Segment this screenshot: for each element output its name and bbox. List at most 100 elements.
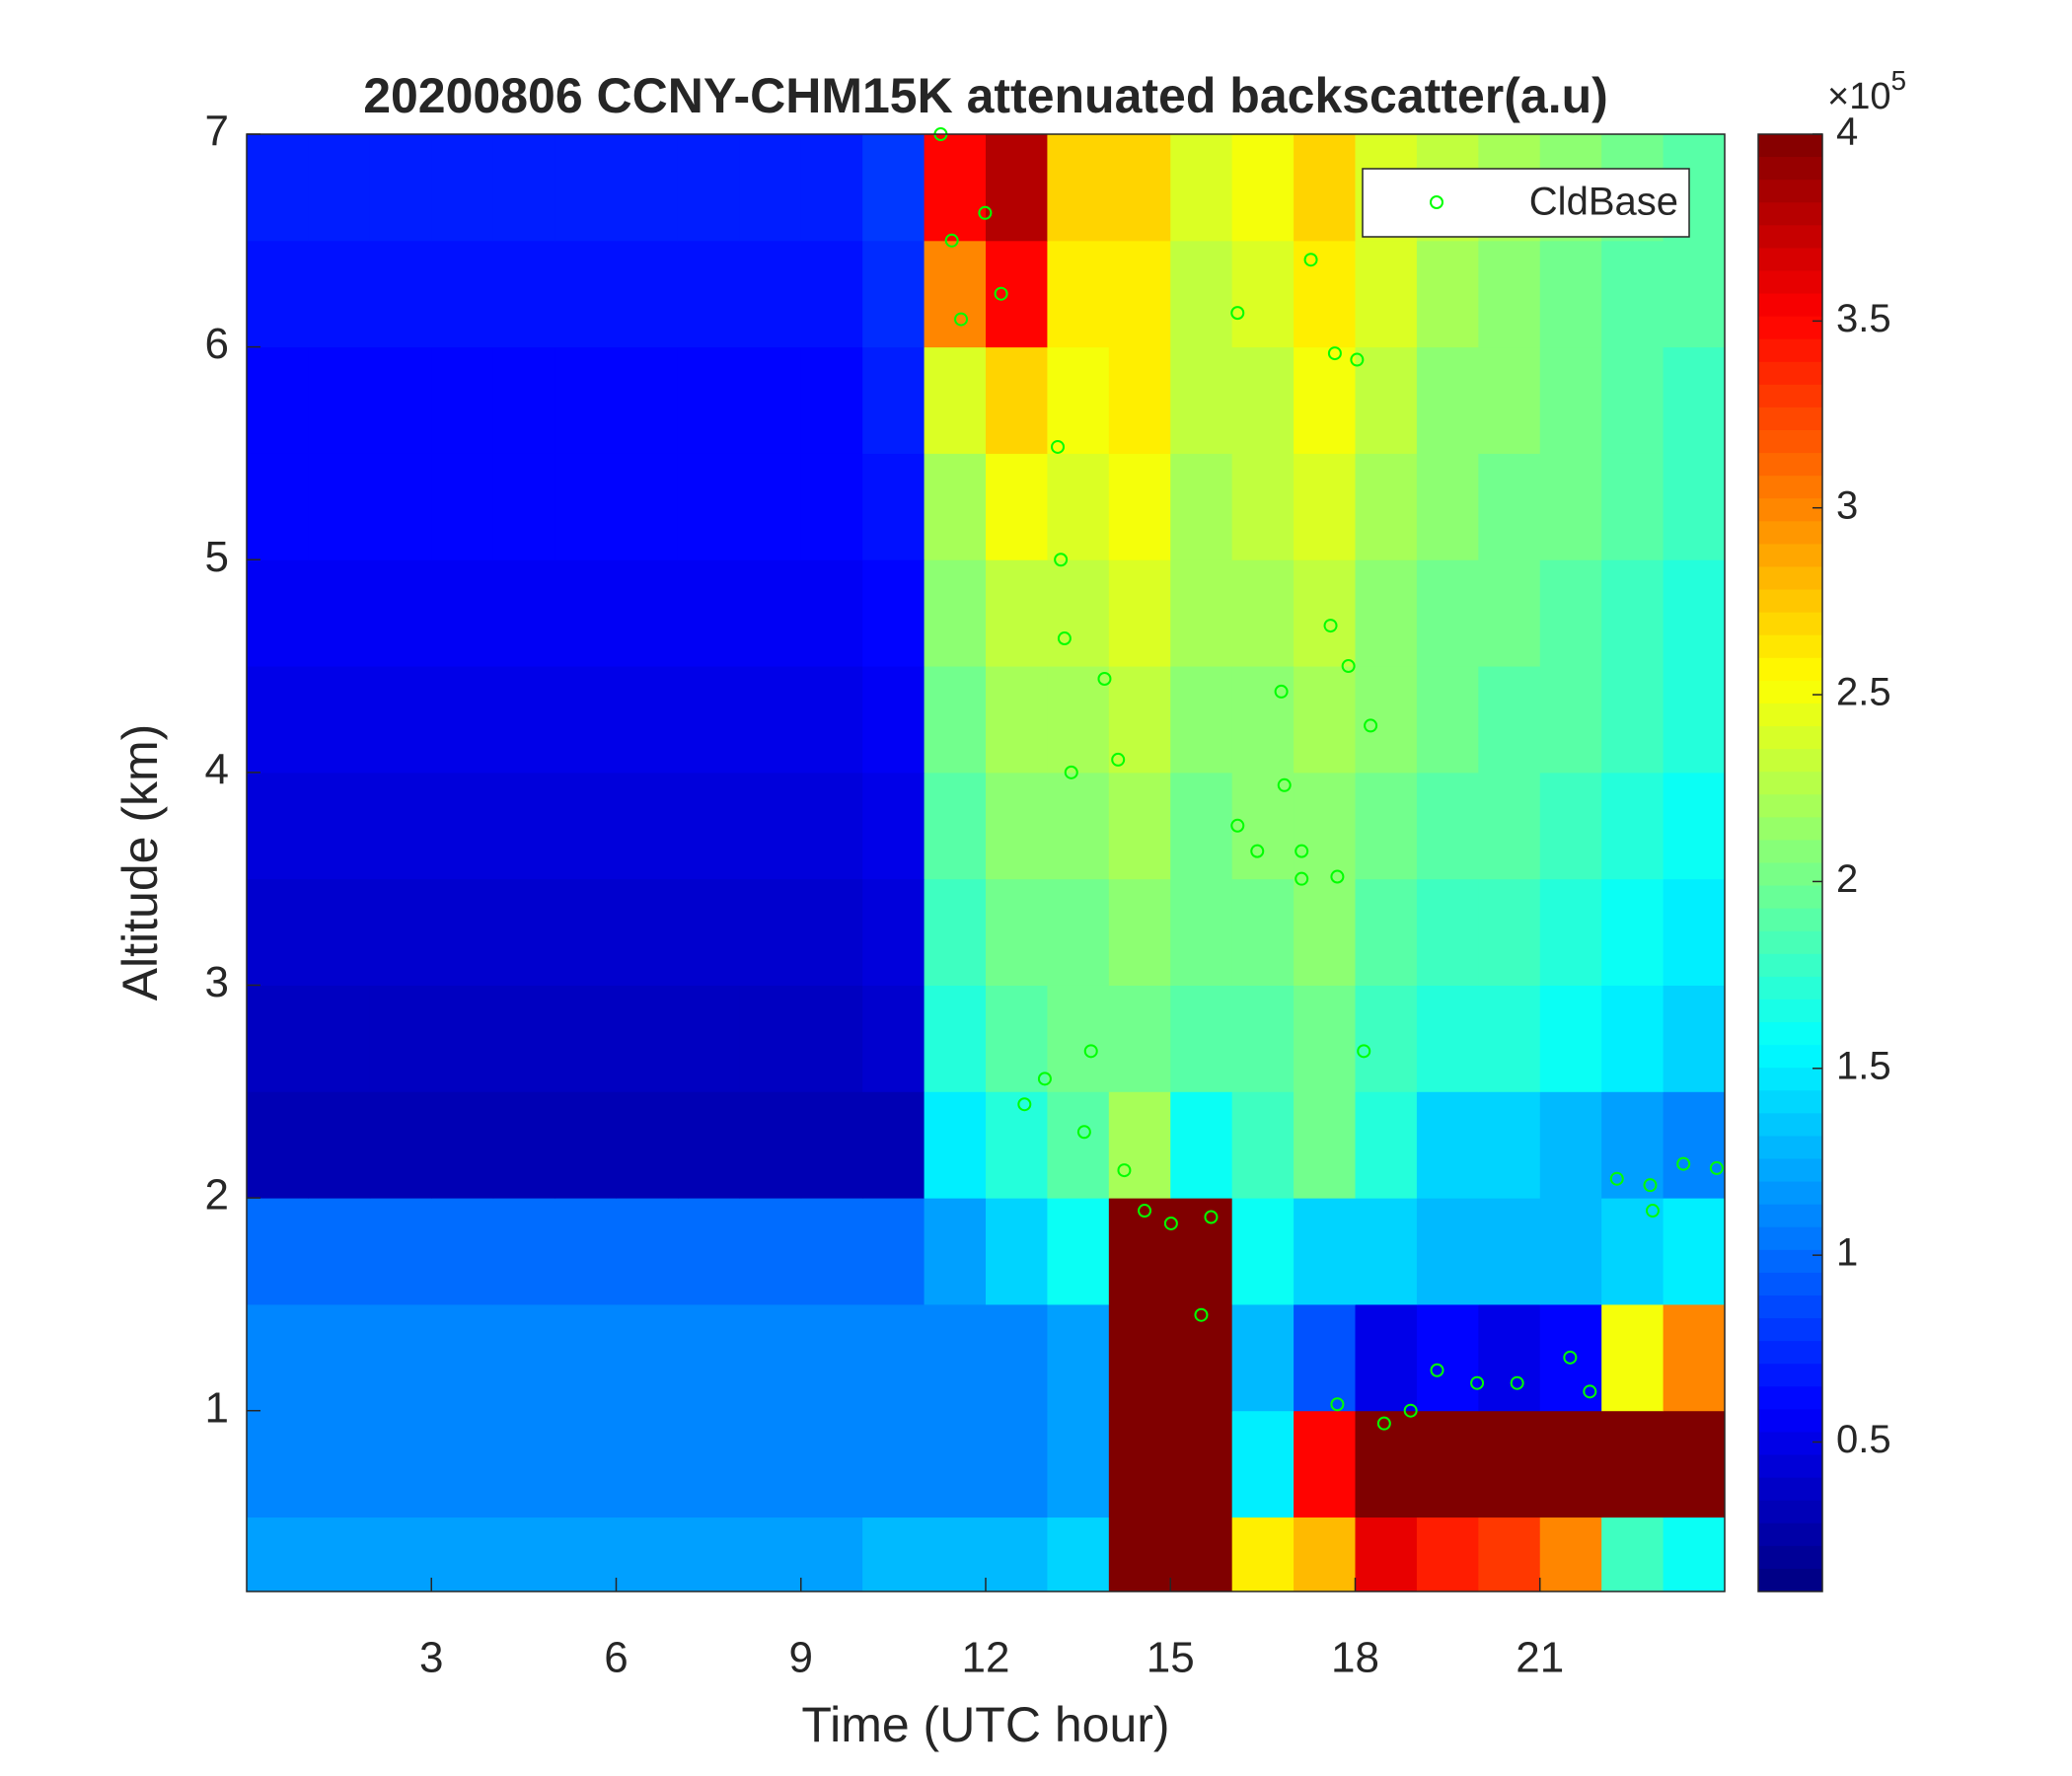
- heat-cell: [924, 559, 987, 667]
- heat-cell: [1170, 1410, 1233, 1518]
- cld-base-point: [1277, 777, 1292, 792]
- heat-cell: [492, 134, 555, 242]
- heat-cell: [1231, 1410, 1295, 1518]
- heat-cell: [555, 346, 617, 454]
- colorbar-step: [1758, 430, 1822, 454]
- heat-cell: [1355, 240, 1418, 348]
- heat-cell: [1170, 453, 1233, 560]
- heat-cell: [555, 1303, 617, 1412]
- cld-base-point: [1323, 619, 1338, 633]
- heat-cell: [308, 559, 371, 667]
- heat-cell: [1601, 453, 1665, 560]
- heat-cell: [800, 878, 863, 986]
- heat-cell: [862, 559, 925, 667]
- heat-cell: [247, 1198, 309, 1305]
- heat-cell: [677, 1303, 740, 1412]
- heat-cell: [1231, 1198, 1295, 1305]
- heat-cell: [1539, 1517, 1602, 1592]
- heat-cell: [431, 985, 494, 1092]
- heat-cell: [986, 346, 1048, 454]
- colorbar-step: [1758, 361, 1822, 386]
- heat-cell: [369, 1091, 432, 1199]
- colorbar-step: [1758, 202, 1822, 226]
- heat-cell: [739, 878, 802, 986]
- colorbar-step: [1758, 157, 1822, 181]
- cld-base-point: [1403, 1403, 1418, 1418]
- cld-base-point: [994, 286, 1008, 301]
- colorbar-step: [1758, 1068, 1822, 1091]
- legend-marker: [1430, 195, 1443, 209]
- heat-cell: [1108, 985, 1171, 1092]
- colorbar-step: [1758, 338, 1822, 363]
- heat-cell: [431, 240, 494, 348]
- heat-cell: [308, 134, 371, 242]
- colorbar-step: [1758, 1545, 1822, 1570]
- heat-cell: [739, 559, 802, 667]
- heat-cell: [1416, 453, 1479, 560]
- heat-cell: [1663, 666, 1726, 774]
- heat-cell: [1539, 559, 1602, 667]
- colorbar-step: [1758, 589, 1822, 614]
- heat-cell: [862, 1198, 925, 1305]
- heat-cell: [1416, 1091, 1479, 1199]
- heat-cell: [924, 878, 987, 986]
- heat-cell: [1294, 666, 1356, 774]
- colorbar-step: [1758, 1409, 1822, 1433]
- heat-cell: [739, 1410, 802, 1518]
- colorbar-step: [1758, 908, 1822, 932]
- heat-cell: [1294, 134, 1356, 242]
- heat-cell: [1355, 1410, 1418, 1518]
- heat-cell: [862, 1303, 925, 1412]
- heat-cell: [1294, 1410, 1356, 1518]
- heat-cell: [800, 1410, 863, 1518]
- heat-cell: [369, 453, 432, 560]
- heat-cell: [1416, 985, 1479, 1092]
- heat-cell: [1478, 453, 1541, 560]
- colorbar-step: [1758, 1318, 1822, 1342]
- cld-base-point: [1709, 1160, 1724, 1175]
- heat-cell: [369, 1198, 432, 1305]
- heat-cell: [739, 346, 802, 454]
- cld-base-point: [1295, 844, 1309, 858]
- heat-cell: [1539, 772, 1602, 880]
- heat-cell: [616, 1091, 679, 1199]
- heat-cell: [247, 453, 309, 560]
- heat-cell: [616, 666, 679, 774]
- heat-cell: [555, 453, 617, 560]
- heat-cell: [616, 1410, 679, 1518]
- heat-cell: [1170, 1303, 1233, 1412]
- heat-cell: [924, 1091, 987, 1199]
- heat-cell: [1478, 878, 1541, 986]
- heat-cell: [1355, 878, 1418, 986]
- heat-cell: [1231, 1517, 1295, 1592]
- colorbar-tick-label: 0.5: [1836, 1418, 1891, 1461]
- heat-cell: [1108, 878, 1171, 986]
- heat-cell: [247, 134, 309, 242]
- colorbar-step: [1758, 1500, 1822, 1524]
- heat-cell: [1047, 240, 1110, 348]
- colorbar-step: [1758, 930, 1822, 955]
- heat-cell: [247, 559, 309, 667]
- colorbar-step: [1758, 248, 1822, 271]
- heat-cell: [1416, 1303, 1479, 1412]
- heat-cell: [1416, 1198, 1479, 1305]
- colorbar-step: [1758, 1432, 1822, 1456]
- colorbar-step: [1758, 1295, 1822, 1319]
- heat-cell: [1231, 346, 1295, 454]
- colorbar-step: [1758, 453, 1822, 477]
- heat-cell: [1108, 772, 1171, 880]
- heat-cell: [1355, 559, 1418, 667]
- heat-cell: [616, 559, 679, 667]
- heat-cell: [1047, 559, 1110, 667]
- heat-cell: [1478, 985, 1541, 1092]
- heat-cell: [1355, 1517, 1418, 1592]
- heat-cell: [800, 1303, 863, 1412]
- heat-cell: [1170, 1198, 1233, 1305]
- cld-base-point: [1064, 765, 1078, 779]
- heat-cell: [308, 1517, 371, 1592]
- colorbar-step: [1758, 1272, 1822, 1296]
- heat-cell: [800, 772, 863, 880]
- heat-cell: [1108, 453, 1171, 560]
- heat-cell: [924, 772, 987, 880]
- colorbar-step: [1758, 749, 1822, 773]
